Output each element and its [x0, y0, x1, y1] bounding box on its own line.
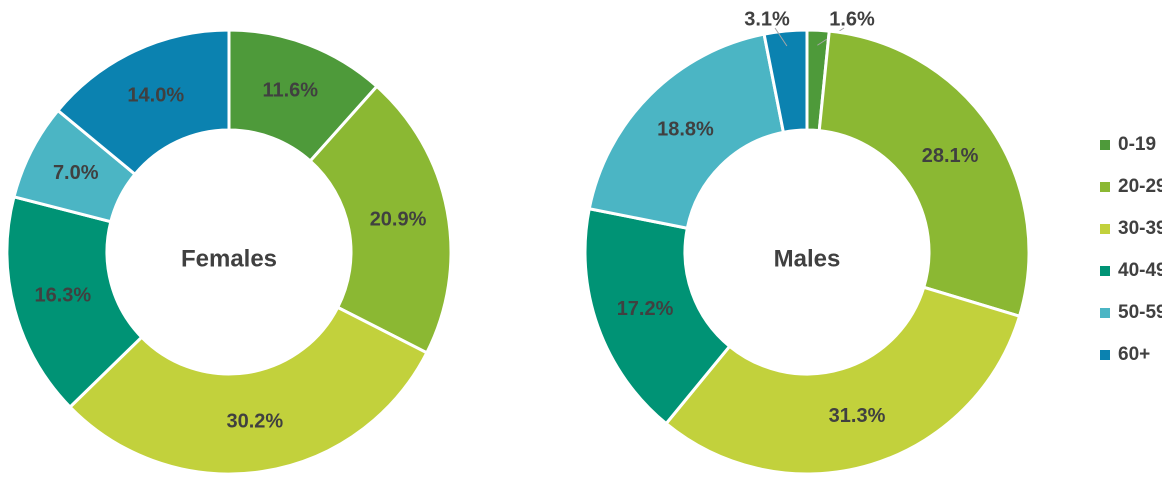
donut-slice: [817, 29, 1031, 319]
legend-label: 50-59: [1118, 302, 1162, 323]
legend-swatch: [1100, 224, 1110, 234]
legend-label: 60+: [1118, 344, 1150, 365]
donut-slice: [308, 84, 453, 355]
legend-swatch: [1100, 182, 1110, 192]
legend-label: 0-19: [1118, 134, 1156, 155]
legend-swatch: [1100, 140, 1110, 150]
data-label: 18.8%: [657, 119, 714, 141]
data-label: 28.1%: [922, 145, 979, 167]
data-label: 17.2%: [617, 298, 674, 320]
donut-slice: [55, 28, 231, 177]
data-label: 1.6%: [829, 8, 875, 30]
legend-label: 30-39: [1118, 218, 1162, 239]
chart-title: Males: [774, 245, 841, 272]
legend-swatch: [1100, 350, 1110, 360]
donut-slice: [5, 194, 144, 410]
donut-slice: [67, 305, 429, 476]
donut-slice: [762, 28, 809, 135]
leader-line: [774, 27, 788, 47]
donut-slice: [583, 206, 732, 426]
legend-swatch: [1100, 308, 1110, 318]
data-label: 31.3%: [829, 405, 886, 427]
data-label: 20.9%: [370, 209, 427, 231]
legend-label: 40-49: [1118, 260, 1162, 281]
chart-title: Females: [181, 245, 277, 272]
data-label: 3.1%: [744, 8, 790, 30]
donut-slice: [664, 285, 1022, 476]
legend-label: 20-29: [1118, 176, 1162, 197]
data-label: 16.3%: [34, 285, 91, 307]
legend-swatch: [1100, 266, 1110, 276]
data-label: 11.6%: [262, 80, 318, 102]
data-label: 7.0%: [53, 162, 99, 184]
data-label: 30.2%: [226, 410, 283, 432]
data-label: 14.0%: [127, 85, 184, 107]
donut-slice: [587, 32, 786, 230]
